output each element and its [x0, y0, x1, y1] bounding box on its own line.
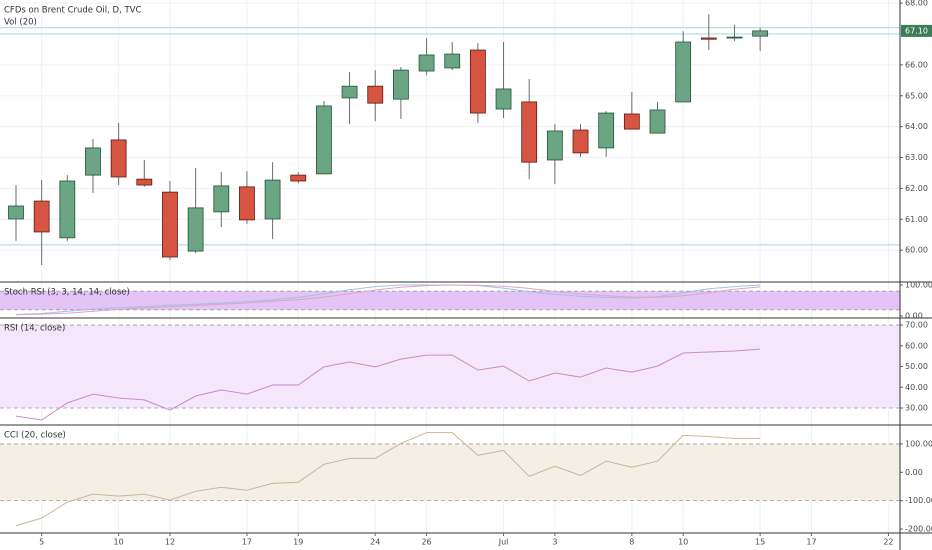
y-tick-label: 60.00	[905, 341, 928, 350]
y-tick-label: 65.00	[905, 91, 928, 100]
y-tick-label: 63.00	[905, 153, 928, 162]
candle-body	[290, 174, 307, 182]
band	[0, 443, 900, 501]
candle-body	[675, 41, 692, 103]
candle-body	[418, 54, 435, 72]
candle-body	[110, 139, 127, 178]
y-tick-label: 60.00	[905, 246, 928, 255]
indicator-line	[15, 284, 761, 316]
y-tick-label: 30.00	[905, 403, 928, 412]
chart-title: CFDs on Brent Crude Oil, D, TVC	[4, 6, 141, 16]
indicator-line	[15, 432, 761, 527]
last-price-box	[901, 24, 932, 37]
candle-body	[469, 49, 486, 114]
candle-body	[136, 178, 153, 186]
x-tick-label: 17	[806, 538, 816, 547]
candle-body	[521, 101, 538, 163]
candle-body	[85, 147, 101, 176]
candle-body	[162, 191, 178, 258]
band	[0, 325, 900, 408]
x-tick-label: 19	[293, 538, 303, 547]
y-tick-label: 0.00	[905, 311, 923, 320]
panel-title: CCI (20, close)	[4, 431, 66, 441]
candle-body	[392, 69, 409, 100]
y-tick-label: 61.00	[905, 215, 928, 224]
candle-body	[341, 85, 358, 99]
indicator-line	[15, 284, 761, 315]
y-tick-label: -100.00	[905, 496, 932, 505]
panel-title: RSI (14, close)	[4, 324, 65, 334]
x-tick-label: 24	[370, 538, 380, 547]
candle-body	[59, 180, 76, 239]
y-tick-label: 64.00	[905, 122, 928, 131]
x-tick-label: 12	[165, 538, 175, 547]
x-tick-label: 22	[883, 538, 893, 547]
candle-body	[752, 30, 769, 37]
candle-body	[546, 130, 563, 161]
candle-body	[700, 37, 717, 40]
x-tick-label: 10	[114, 538, 124, 547]
y-tick-label: 100.00	[905, 439, 932, 448]
candle-body	[572, 129, 589, 154]
y-tick-label: 100.00	[905, 281, 932, 290]
candle-body	[33, 200, 50, 233]
x-tick-label: 15	[755, 538, 765, 547]
indicator-line	[15, 348, 761, 421]
x-tick-label: 17	[242, 538, 252, 547]
candle-body	[495, 88, 512, 110]
chart-subtitle: Vol (20)	[4, 18, 37, 28]
y-tick-label: 62.00	[905, 184, 928, 193]
candle-body	[444, 53, 461, 69]
candle-body	[598, 112, 615, 149]
candle-body	[8, 205, 24, 220]
y-tick-label: -200.00	[905, 525, 932, 534]
x-tick-label: 10	[678, 538, 688, 547]
candle-body	[726, 36, 743, 39]
y-tick-label: 68.00	[905, 0, 928, 8]
x-tick-label: Jul	[498, 538, 509, 547]
x-tick-label: 3	[552, 538, 557, 547]
candle-body	[264, 179, 281, 220]
panel-title: Stoch RSI (3, 3, 14, 14, close)	[4, 288, 130, 298]
y-tick-label: 0.00	[905, 468, 923, 477]
last-price-label: 67.10	[905, 26, 928, 35]
candle-body	[239, 186, 255, 221]
y-tick-label: 40.00	[905, 383, 928, 392]
candle-body	[649, 109, 666, 134]
x-tick-label: 8	[629, 538, 634, 547]
y-tick-label: 66.00	[905, 60, 928, 69]
candle-body	[623, 113, 640, 130]
candle-body	[187, 207, 204, 252]
x-tick-label: 26	[421, 538, 431, 547]
y-tick-label: 50.00	[905, 362, 928, 371]
candle-body	[367, 85, 384, 104]
candle-body	[213, 185, 230, 213]
y-tick-label: 70.00	[905, 321, 928, 330]
x-tick-label: 5	[39, 538, 44, 547]
candle-body	[316, 105, 332, 175]
